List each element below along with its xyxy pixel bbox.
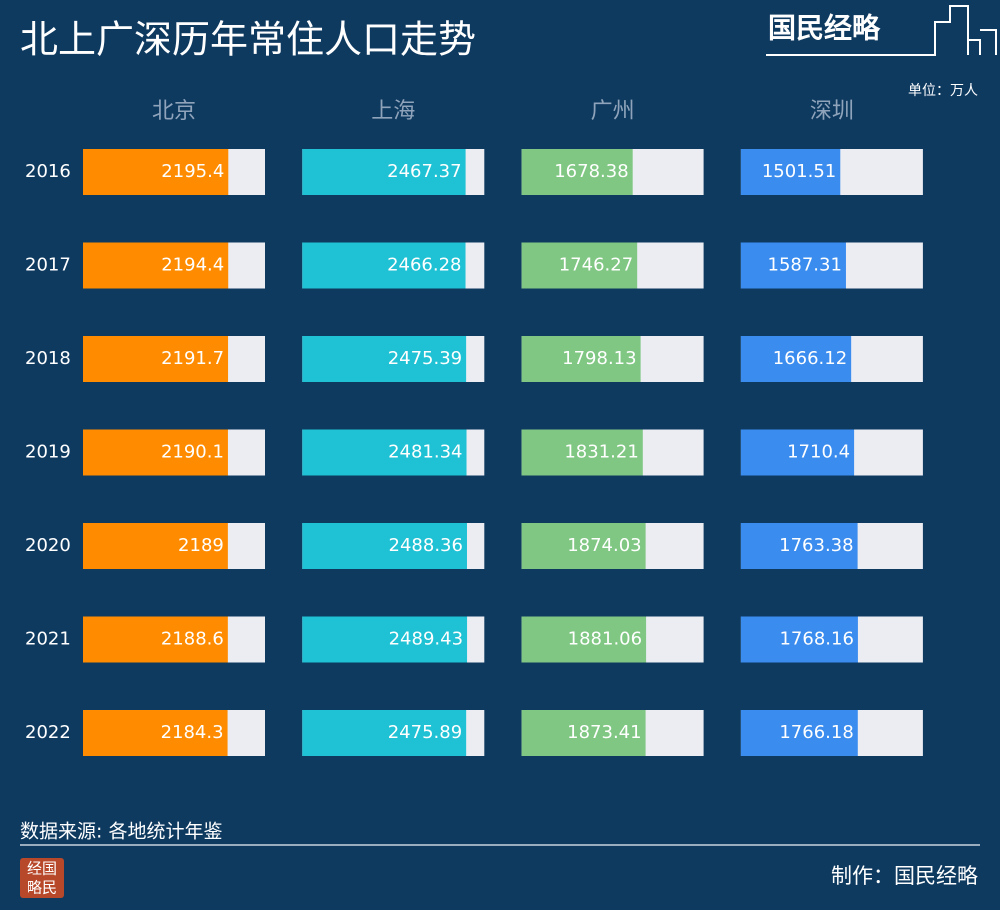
value-label: 2191.7 [161, 348, 224, 369]
logo-building [766, 5, 997, 56]
y-tick-label: 2019 [25, 442, 71, 463]
y-tick-label: 2018 [25, 348, 71, 369]
bar [521, 710, 646, 756]
bar [83, 149, 229, 195]
bar [302, 710, 467, 756]
y-tick-label: 2021 [25, 629, 71, 650]
bar [740, 336, 852, 382]
value-label: 1798.13 [562, 348, 636, 369]
logo: 国民经略 [768, 12, 881, 45]
bar [740, 149, 841, 195]
seal-text: 经国 [27, 860, 57, 878]
bar [302, 149, 466, 195]
seal [20, 858, 64, 898]
value-label: 2184.3 [161, 722, 224, 743]
bar [302, 616, 468, 663]
chart-title: 北上广深历年常住人口走势 [20, 18, 476, 62]
bar [521, 616, 647, 663]
bar [521, 336, 641, 382]
credit: 制作：国民经略 [831, 864, 978, 888]
bar [302, 523, 467, 569]
value-label: 2194.4 [161, 255, 224, 276]
bar [83, 616, 228, 663]
y-tick-label: 2022 [25, 722, 71, 743]
value-label: 1873.41 [567, 722, 641, 743]
bar [740, 523, 858, 569]
y-tick-label: 2016 [25, 161, 71, 182]
series-header: 上海 [371, 99, 415, 124]
value-label: 2466.28 [387, 255, 461, 276]
bar [302, 429, 467, 476]
bar [740, 710, 858, 756]
value-label: 1746.27 [559, 255, 633, 276]
value-label: 2488.36 [389, 535, 463, 556]
bar [521, 242, 638, 289]
series-header: 深圳 [810, 99, 854, 124]
value-label: 1666.12 [773, 348, 847, 369]
bar [83, 710, 228, 756]
bar [521, 429, 643, 476]
bar [302, 336, 467, 382]
series-header: 广州 [591, 99, 635, 124]
value-label: 2489.43 [389, 629, 463, 650]
value-label: 2481.34 [388, 442, 462, 463]
value-label: 1881.06 [568, 629, 642, 650]
bar [521, 149, 633, 195]
bar [83, 429, 228, 476]
bar [521, 523, 646, 569]
bar [302, 242, 466, 289]
unit-label: 单位：万人 [908, 83, 978, 99]
value-label: 2190.1 [161, 442, 224, 463]
value-label: 2467.37 [387, 161, 461, 182]
seal-text: 略民 [27, 879, 57, 897]
value-label: 2195.4 [161, 161, 224, 182]
value-label: 1763.38 [779, 535, 853, 556]
bar [740, 429, 855, 476]
source: 数据来源: 各地统计年鉴 [20, 821, 222, 843]
value-label: 2189 [178, 535, 224, 556]
bar [83, 523, 228, 569]
value-label: 1710.4 [787, 442, 850, 463]
y-tick-label: 2017 [25, 255, 71, 276]
bar [740, 616, 858, 663]
value-label: 1768.16 [779, 629, 853, 650]
value-label: 2188.6 [161, 629, 224, 650]
value-label: 1831.21 [564, 442, 638, 463]
value-label: 2475.89 [388, 722, 462, 743]
y-tick-label: 2020 [25, 535, 71, 556]
value-label: 1766.18 [779, 722, 853, 743]
series-header: 北京 [152, 99, 196, 124]
bar [83, 242, 229, 289]
value-label: 1874.03 [567, 535, 641, 556]
value-label: 1678.38 [554, 161, 628, 182]
value-label: 2475.39 [388, 348, 462, 369]
value-label: 1501.51 [762, 161, 836, 182]
bar [740, 242, 846, 289]
bar [83, 336, 229, 382]
value-label: 1587.31 [768, 255, 842, 276]
